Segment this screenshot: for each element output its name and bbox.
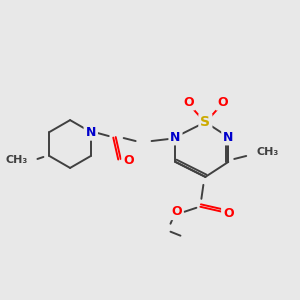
Text: O: O [223, 207, 234, 220]
Text: N: N [223, 130, 233, 143]
Text: O: O [171, 205, 182, 218]
Text: N: N [85, 126, 96, 139]
Text: CH₃: CH₃ [256, 147, 278, 157]
Text: S: S [200, 115, 210, 129]
Text: CH₃: CH₃ [5, 155, 28, 165]
Text: N: N [85, 126, 96, 139]
Text: O: O [183, 96, 194, 109]
Text: N: N [170, 130, 181, 143]
Text: O: O [217, 96, 228, 109]
Text: O: O [123, 154, 134, 167]
